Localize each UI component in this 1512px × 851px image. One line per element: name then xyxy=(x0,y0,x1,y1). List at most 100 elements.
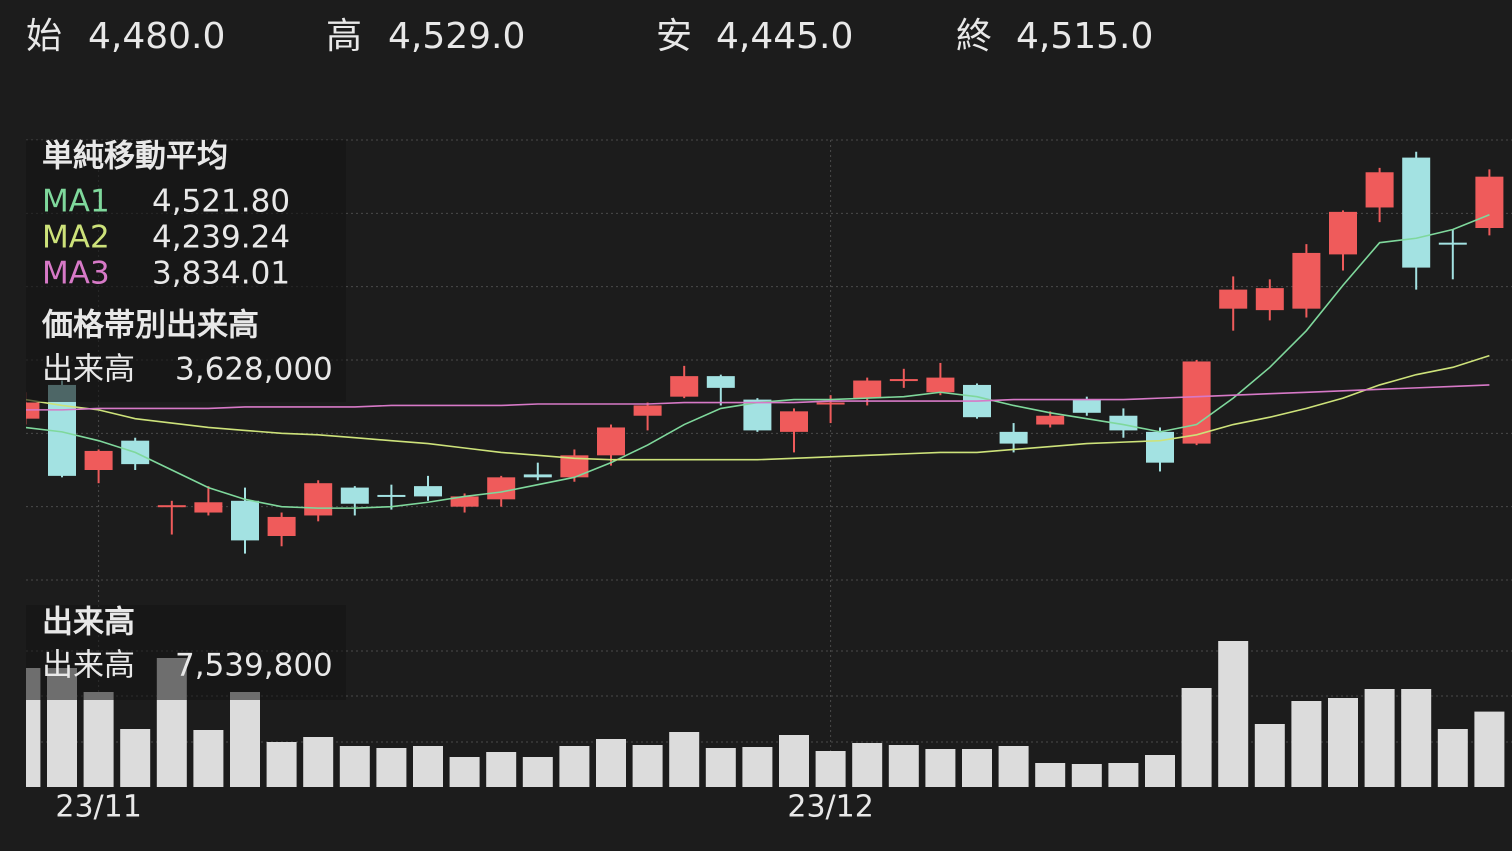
candle-body xyxy=(670,376,699,397)
header-value: 4,529.0 xyxy=(388,16,525,57)
volume-bar xyxy=(632,745,663,787)
legend-value: 3,834.01 xyxy=(152,256,290,292)
volume-bar xyxy=(522,757,553,787)
candle-body xyxy=(304,483,333,516)
volume-bar xyxy=(413,746,443,787)
volume-bar xyxy=(486,752,517,787)
volume-bar xyxy=(1181,688,1212,787)
header-label: 始 xyxy=(26,16,62,57)
candle-body xyxy=(1475,176,1504,228)
header-label: 終 xyxy=(956,16,992,57)
volume-bar xyxy=(83,692,114,787)
candle-body xyxy=(926,377,955,393)
header-value: 4,445.0 xyxy=(716,16,853,57)
candle-body xyxy=(1036,415,1065,425)
volume-bar xyxy=(742,747,773,787)
candle-body xyxy=(194,502,223,513)
legend-name: MA2 xyxy=(42,220,110,256)
candle-body xyxy=(1329,211,1357,255)
volume-bar xyxy=(376,748,407,787)
volume-bar xyxy=(1145,755,1175,787)
x-tick-label: 23/11 xyxy=(55,790,141,825)
candle-body xyxy=(780,411,808,432)
ma-title: 単純移動平均 xyxy=(42,139,228,175)
volume-bar xyxy=(705,748,736,787)
volume-bar xyxy=(779,735,809,787)
candle-body xyxy=(377,494,406,497)
candle-body xyxy=(633,405,662,416)
candle-body xyxy=(231,500,259,541)
legend-value: 4,521.80 xyxy=(152,184,290,220)
volume-bar xyxy=(1328,698,1358,787)
volume-bar xyxy=(120,729,151,787)
volume-bar xyxy=(266,742,297,787)
volume-bar xyxy=(1291,701,1322,787)
volume-bar xyxy=(888,745,919,787)
candle-body xyxy=(487,477,516,500)
volume-label: 出来高 xyxy=(42,648,135,684)
ma-line xyxy=(26,354,1490,461)
volume-bar xyxy=(815,751,846,787)
volume-bar xyxy=(596,739,626,787)
volume-bar xyxy=(998,746,1029,787)
candle-body xyxy=(1292,252,1321,309)
x-tick-label: 23/12 xyxy=(787,790,873,825)
volume-bar xyxy=(193,730,224,787)
volume-value: 7,539,800 xyxy=(175,648,333,684)
volume-bar xyxy=(230,692,260,787)
volume-bar xyxy=(1071,764,1102,787)
volume-bar xyxy=(925,749,956,787)
legend-name: MA3 xyxy=(42,256,110,292)
volume-bar xyxy=(962,749,992,787)
volume-bar xyxy=(1401,689,1432,787)
volume-bar xyxy=(303,737,334,787)
volume-bar xyxy=(1364,689,1395,787)
ma-line xyxy=(26,384,1490,411)
header-value: 4,480.0 xyxy=(88,16,225,57)
volume-bar xyxy=(1254,724,1285,787)
header-value: 4,515.0 xyxy=(1016,16,1153,57)
volume-bar xyxy=(339,746,370,787)
volume-bar xyxy=(852,743,883,787)
volume-title: 出来高 xyxy=(42,605,135,641)
volume-bar xyxy=(1035,763,1066,787)
volume-bar xyxy=(449,757,480,787)
header-label: 安 xyxy=(656,16,692,57)
legend-value: 4,239.24 xyxy=(152,220,290,256)
candle-body xyxy=(267,516,296,536)
volume-bar xyxy=(669,732,700,787)
profile-title: 価格帯別出来高 xyxy=(41,308,259,344)
candle-body xyxy=(1072,399,1101,413)
candle-body xyxy=(414,486,442,497)
ma-legend-box xyxy=(26,140,346,402)
profile-value: 3,628,000 xyxy=(175,352,333,388)
candle-body xyxy=(999,431,1028,444)
volume-bar xyxy=(559,746,590,787)
candle-body xyxy=(84,450,113,470)
candle-body xyxy=(560,455,589,478)
candle-body xyxy=(706,376,735,388)
candle-body xyxy=(157,505,186,508)
candle-body xyxy=(1402,157,1431,268)
header-label: 高 xyxy=(326,16,362,57)
overlay: 単純移動平均 価格帯別出来高 出来高 3,628,000 出来高 出来高 7,5… xyxy=(26,16,1153,825)
candle-body xyxy=(816,402,845,405)
legend-name: MA1 xyxy=(42,184,110,220)
profile-label: 出来高 xyxy=(42,352,135,388)
candle-body xyxy=(450,496,479,507)
volume-legend-box xyxy=(26,605,346,700)
candle-body xyxy=(1182,361,1211,444)
candle-body xyxy=(889,379,918,382)
candle-body xyxy=(1146,431,1174,463)
volume-bar xyxy=(1474,711,1505,787)
candle-body xyxy=(523,474,552,478)
candle-body xyxy=(1255,288,1284,311)
volume-bar xyxy=(1437,729,1468,787)
candle-body xyxy=(1438,242,1467,245)
candle-body xyxy=(597,427,625,456)
volume-bar xyxy=(1218,641,1249,787)
volume-bar xyxy=(1108,763,1139,787)
candle-body xyxy=(340,487,369,504)
candle-body xyxy=(853,380,882,399)
